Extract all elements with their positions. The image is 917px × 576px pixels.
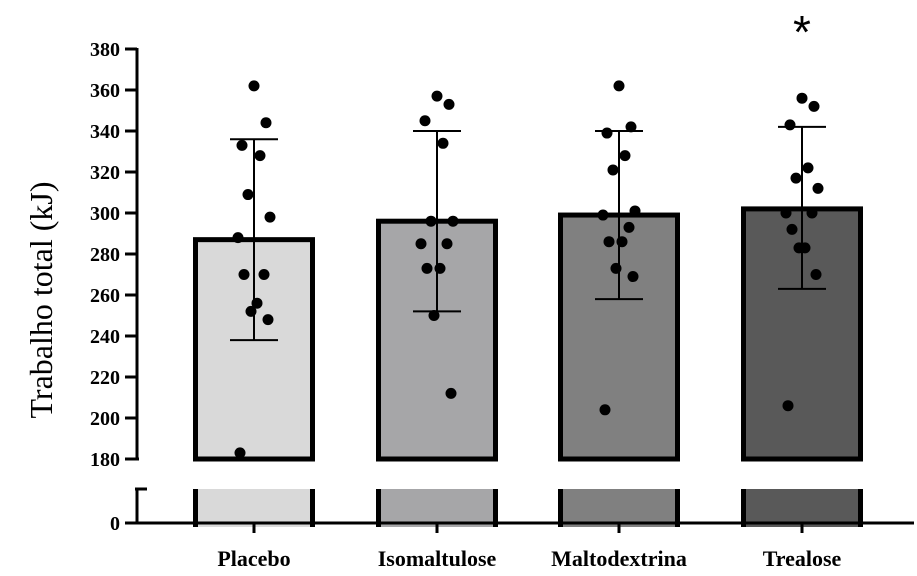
data-point <box>254 150 266 162</box>
data-point <box>441 238 453 250</box>
bar-lower-placebo <box>195 489 313 527</box>
data-point <box>793 242 805 254</box>
y-tick-label: 180 <box>90 449 120 471</box>
data-point <box>264 211 276 223</box>
data-point <box>258 269 270 280</box>
data-point <box>601 127 613 139</box>
data-point <box>236 139 248 151</box>
data-point <box>599 404 611 416</box>
data-point <box>603 236 615 248</box>
data-point <box>242 189 254 201</box>
data-point <box>812 182 824 194</box>
data-point <box>780 207 792 219</box>
data-point <box>610 262 622 274</box>
data-point <box>607 164 619 176</box>
data-point <box>434 262 446 274</box>
data-point <box>428 310 440 321</box>
data-point <box>613 80 625 92</box>
category-label: Isomaltulose <box>378 546 497 571</box>
data-point <box>802 162 814 174</box>
data-point <box>260 117 272 129</box>
data-point <box>784 119 796 131</box>
y-tick-label: 280 <box>90 244 120 266</box>
points-layer <box>232 80 824 459</box>
significance-markers: * <box>793 6 811 58</box>
data-point <box>425 215 437 227</box>
data-point <box>790 172 802 184</box>
y-tick-label: 240 <box>90 326 120 348</box>
y-tick-label: 360 <box>90 80 120 102</box>
data-point <box>796 92 808 104</box>
data-point <box>619 150 631 162</box>
data-point <box>447 215 459 227</box>
y-tick-label: 200 <box>90 408 120 430</box>
category-label: Placebo <box>217 546 290 571</box>
data-point <box>597 209 609 221</box>
significance-marker: * <box>793 6 811 58</box>
bar-lower-trealose <box>743 489 861 527</box>
data-point <box>251 297 263 309</box>
data-point <box>248 80 260 92</box>
y-tick-label: 220 <box>90 367 120 389</box>
data-point <box>445 387 457 399</box>
data-point <box>623 221 635 233</box>
y-axis-label: Trabalho total (kJ) <box>23 181 59 418</box>
data-point <box>625 121 637 133</box>
data-point <box>629 205 641 217</box>
data-point <box>437 137 449 149</box>
data-point <box>431 90 443 102</box>
y-tick-label: 340 <box>90 121 120 143</box>
data-point <box>232 232 244 244</box>
bars-layer <box>193 206 863 527</box>
category-label: Maltodextrina <box>551 546 687 571</box>
y-tick-label: 260 <box>90 285 120 307</box>
data-point <box>616 236 628 248</box>
y-tick-label: 320 <box>90 162 120 184</box>
data-point <box>627 271 639 283</box>
y-tick-label: 380 <box>90 39 120 61</box>
errorbars-layer <box>230 125 826 342</box>
y-axis: 180 200 220 240 260 280 300 320 340 360 380 0 <box>90 39 914 535</box>
x-axis-labels: Placebo Isomaltulose Maltodextrina Trealose <box>217 546 841 571</box>
bar-lower-isomaltulose <box>378 489 496 527</box>
category-label: Trealose <box>763 546 842 571</box>
data-point <box>238 269 250 280</box>
data-point <box>421 262 433 274</box>
data-point <box>808 100 820 112</box>
data-point <box>443 98 455 110</box>
data-point <box>786 223 798 235</box>
data-point <box>419 115 431 127</box>
data-point <box>262 314 274 326</box>
data-point <box>782 400 794 412</box>
y-tick-label: 300 <box>90 203 120 225</box>
data-point <box>234 447 246 459</box>
data-point <box>245 305 257 317</box>
data-point <box>415 238 427 250</box>
data-point <box>810 269 822 280</box>
data-point <box>806 207 818 219</box>
y-tick-label: 0 <box>110 513 120 535</box>
bar-lower-maltodextrina <box>560 489 678 527</box>
